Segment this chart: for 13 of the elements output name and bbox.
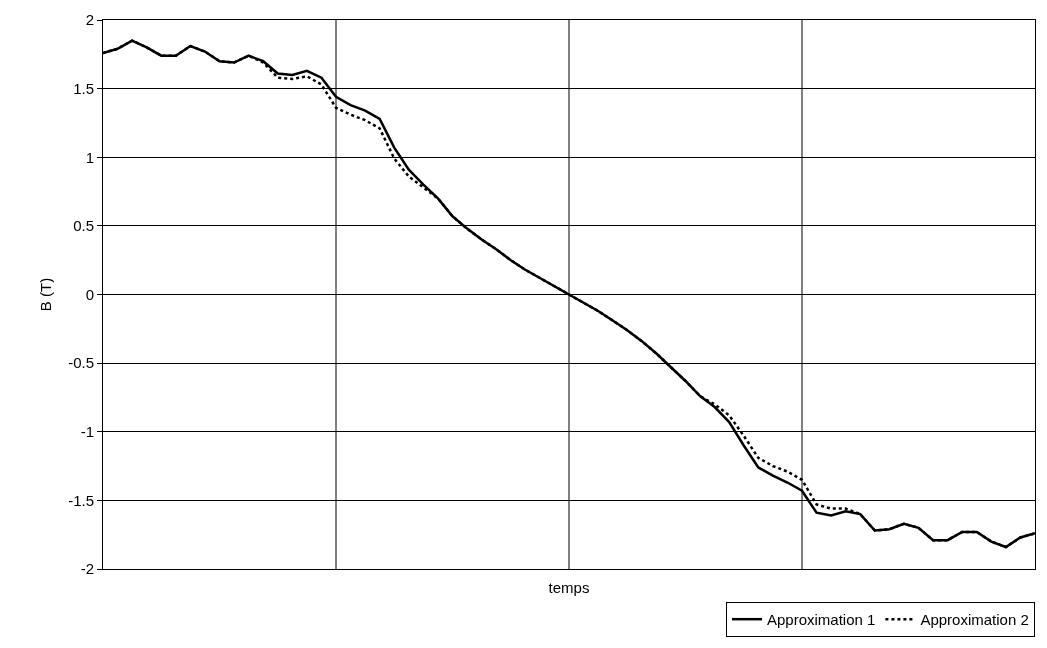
y-tick-label: -1.5 xyxy=(68,491,94,509)
y-tick-label: -0.5 xyxy=(68,354,94,372)
y-tick-label: 0 xyxy=(85,285,94,303)
y-axis-title: B (T) xyxy=(37,277,55,312)
x-axis-title: temps xyxy=(548,579,590,596)
y-tick-label: 1 xyxy=(85,148,94,166)
legend-label: Approximation 2 xyxy=(920,611,1029,629)
y-tick-label: -2 xyxy=(80,560,94,578)
legend-label: Approximation 1 xyxy=(767,611,876,629)
y-tick-label: 2 xyxy=(85,11,94,29)
y-tick-label: 0.5 xyxy=(73,217,94,235)
y-tick-label: -1 xyxy=(80,423,94,440)
y-tick-label: 1.5 xyxy=(73,79,94,97)
